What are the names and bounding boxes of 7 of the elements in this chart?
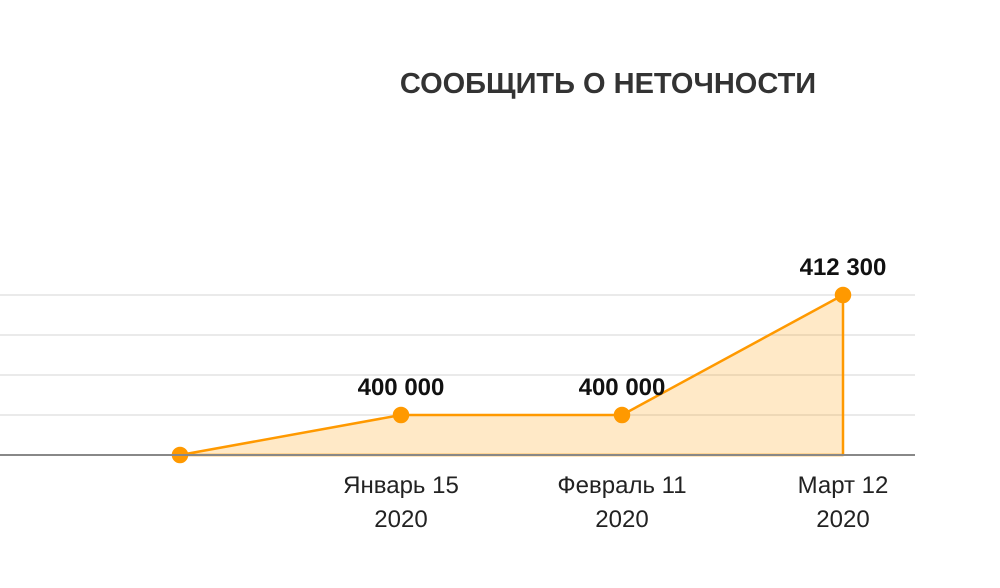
chart-title: СООБЩИТЬ О НЕТОЧНОСТИ bbox=[400, 68, 816, 100]
x-tick-label: Январь 15 2020 bbox=[343, 472, 459, 533]
x-tick-label: Март 12 2020 bbox=[798, 472, 888, 533]
text: 400 000 bbox=[358, 374, 444, 401]
text: 412 300 bbox=[800, 254, 886, 281]
text: 400 000 bbox=[578, 374, 666, 401]
x-tick-label: Февраль 11 2020 bbox=[557, 472, 687, 533]
